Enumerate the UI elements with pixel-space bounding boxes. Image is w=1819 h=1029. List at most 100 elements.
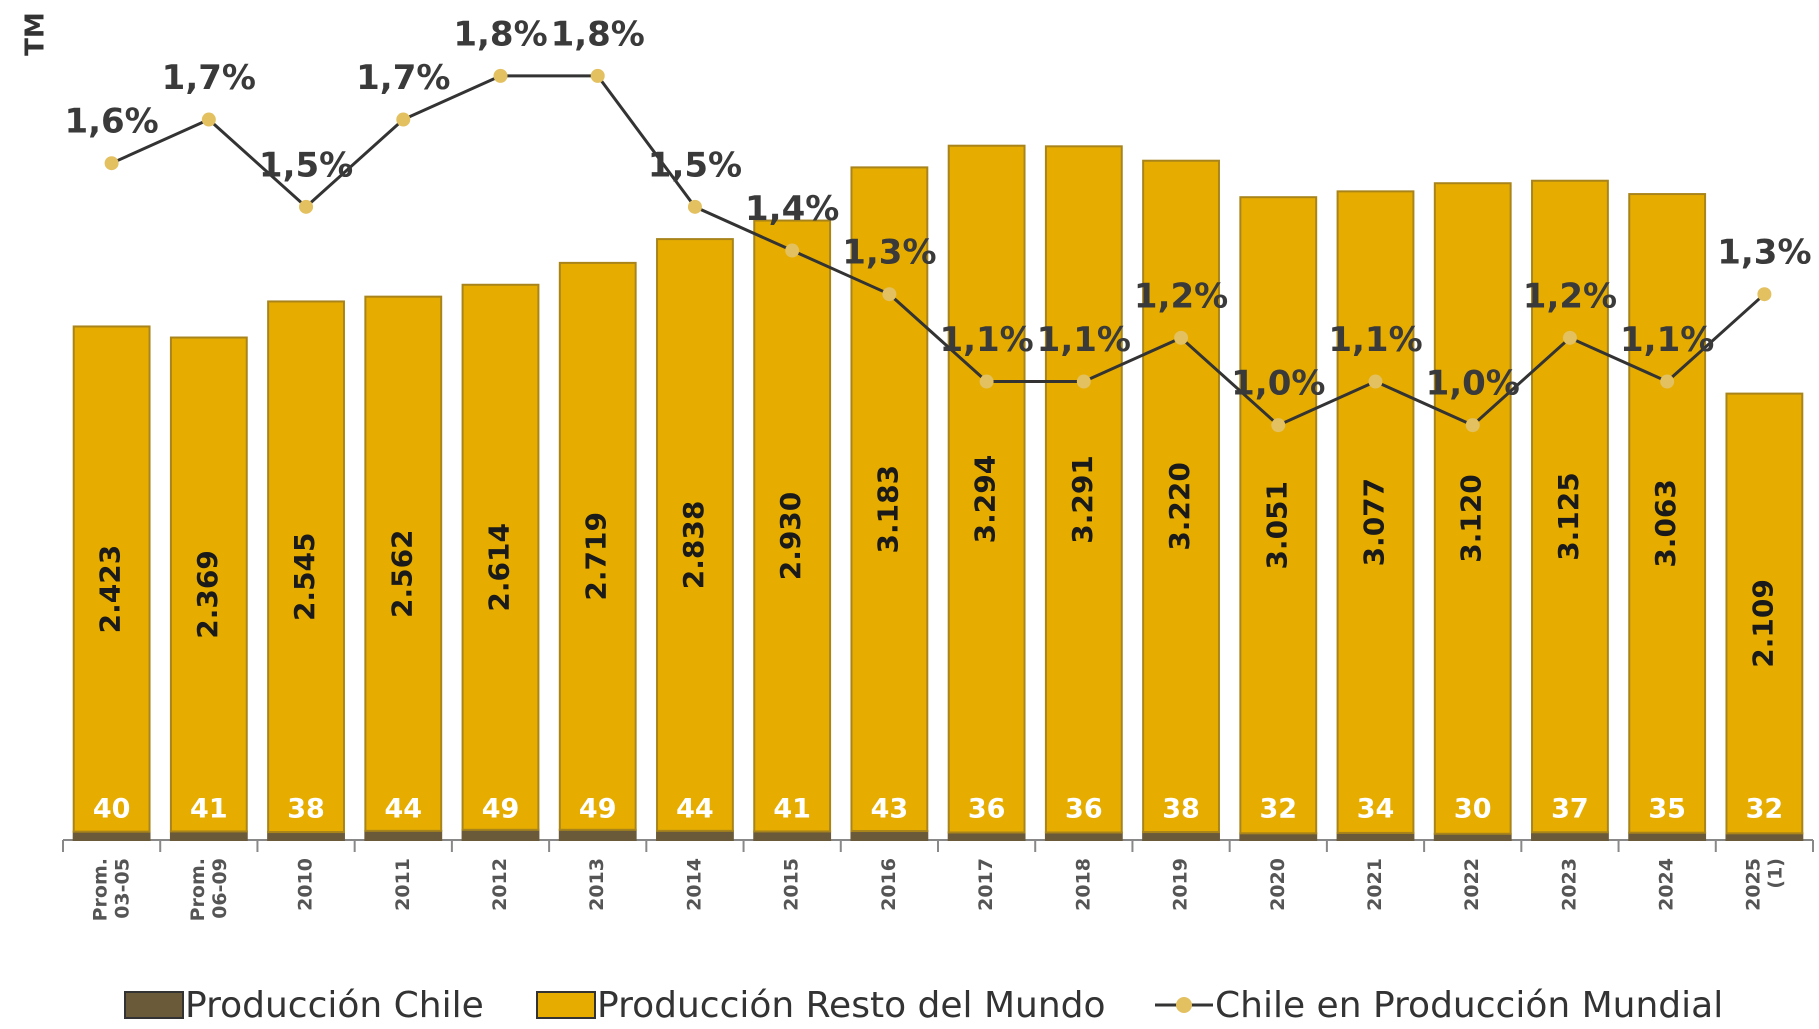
line-marker: [299, 199, 314, 214]
line-value-label: 1,8%: [551, 14, 645, 54]
bar: [656, 829, 734, 841]
bar: [461, 283, 540, 831]
bar-value-label: 40: [93, 794, 131, 825]
line-marker: [1465, 418, 1480, 433]
bar-value-label: 2.930: [774, 492, 807, 581]
x-tick-label: 2010: [295, 858, 317, 911]
line-value-label: 1,1%: [1620, 320, 1714, 360]
bar-value-label: 49: [579, 794, 617, 825]
bar: [1628, 831, 1707, 842]
x-tick-label: Prom.06-09: [186, 858, 230, 921]
bar-value-label: 36: [1065, 794, 1103, 825]
bar: [1725, 392, 1804, 835]
bar: [753, 219, 832, 833]
bar: [1336, 831, 1415, 842]
bar-value-label: 2.614: [483, 523, 516, 612]
line-marker: [687, 199, 702, 214]
line-value-label: 1,7%: [356, 58, 450, 98]
x-tick-label: 2020: [1267, 858, 1289, 911]
bar-value-label: 2.109: [1746, 579, 1779, 668]
bar-value-label: 2.369: [191, 550, 224, 639]
y-axis-label: TM: [21, 12, 51, 56]
bar-value-label: 2.545: [288, 532, 321, 621]
line-value-label: 1,0%: [1426, 364, 1520, 404]
line-value-label: 1,3%: [842, 233, 936, 273]
bar-value-label: 3.291: [1066, 455, 1099, 544]
bar-value-label: 2.719: [580, 512, 613, 601]
bar-value-label: 32: [1259, 794, 1297, 825]
bar-value-label: 3.077: [1358, 478, 1391, 567]
line-value-label: 1,0%: [1231, 364, 1325, 404]
bar: [1044, 831, 1123, 842]
x-tick-label: 2021: [1364, 858, 1386, 911]
legend-label: Producción Resto del Mundo: [597, 985, 1106, 1026]
line-marker: [1076, 374, 1091, 389]
bar: [267, 831, 345, 842]
bar-value-label: 44: [384, 794, 422, 825]
bar: [267, 300, 345, 834]
bar-value-label: 3.063: [1649, 479, 1682, 568]
x-tick-label: 2018: [1072, 858, 1094, 911]
x-tick-label: 2023: [1558, 858, 1580, 911]
bar: [72, 830, 151, 841]
bar-value-label: 36: [968, 794, 1006, 825]
line-marker: [493, 68, 508, 83]
line-value-label: 1,1%: [939, 320, 1033, 360]
bar-value-label: 49: [482, 794, 520, 825]
line-value-label: 1,8%: [453, 14, 547, 54]
x-tick-label: 2016: [878, 858, 900, 911]
bar-value-label: 3.220: [1163, 462, 1196, 551]
line-marker: [1757, 287, 1772, 302]
bar-value-label: 3.120: [1455, 474, 1488, 563]
line-value-label: 1,1%: [1328, 320, 1422, 360]
line-marker: [882, 287, 897, 302]
bar-value-label: 32: [1746, 794, 1784, 825]
line-value-label: 1,2%: [1134, 276, 1228, 316]
bar: [169, 830, 248, 841]
line-value-label: 1,5%: [259, 145, 353, 185]
x-tick-label: 2024: [1656, 858, 1678, 911]
bar: [753, 830, 832, 841]
line-value-label: 1,2%: [1523, 276, 1617, 316]
bar: [1142, 159, 1220, 834]
x-tick-label: 2015: [781, 858, 803, 911]
x-tick-label: 2011: [392, 858, 414, 911]
bar: [850, 166, 929, 833]
legend-label: Chile en Producción Mundial: [1215, 985, 1723, 1026]
bar: [1239, 196, 1318, 835]
bar-value-label: 3.125: [1552, 472, 1585, 561]
bar-value-label: 41: [190, 794, 228, 825]
bar-value-label: 41: [773, 794, 811, 825]
line-value-label: 1,1%: [1037, 320, 1131, 360]
x-tick-label: 2012: [489, 858, 511, 911]
bar: [1433, 182, 1512, 835]
x-tick-label: 2013: [586, 858, 608, 911]
line-value-label: 1,3%: [1717, 233, 1811, 273]
legend-label: Producción Chile: [185, 985, 484, 1026]
line-value-label: 1,7%: [162, 58, 256, 98]
line-marker: [1562, 330, 1577, 345]
x-tick-label: 2025(1): [1742, 858, 1786, 911]
x-tick-label: 2022: [1461, 858, 1483, 911]
bar: [558, 828, 637, 842]
line-marker: [201, 112, 216, 127]
line: [110, 74, 1766, 427]
line-value-label: 1,4%: [745, 189, 839, 229]
bar: [364, 829, 443, 841]
bar: [1725, 832, 1804, 842]
x-tick-label: 2014: [683, 858, 705, 911]
bar-value-label: 3.294: [969, 455, 1002, 544]
bar: [364, 295, 443, 832]
bar: [558, 261, 637, 831]
bar: [169, 336, 248, 833]
line-marker: [1174, 330, 1189, 345]
bar-value-label: 30: [1454, 794, 1492, 825]
line-marker: [590, 68, 605, 83]
bar-value-label: 37: [1551, 794, 1589, 825]
bar: [656, 238, 734, 832]
bar: [461, 828, 540, 842]
x-tick-label: Prom.03-05: [89, 858, 133, 921]
bar: [1531, 831, 1609, 842]
